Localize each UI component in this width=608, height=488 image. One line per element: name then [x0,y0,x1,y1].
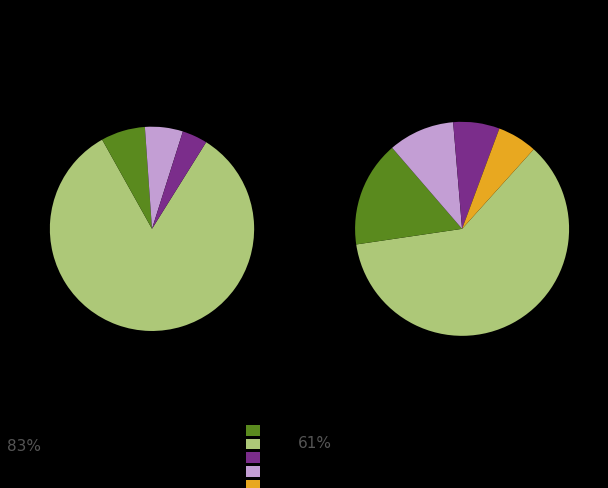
Wedge shape [145,127,183,229]
Wedge shape [152,132,206,229]
Wedge shape [50,141,254,331]
Wedge shape [462,129,534,229]
Wedge shape [355,148,462,245]
Wedge shape [453,122,499,229]
Text: 61%: 61% [298,435,332,450]
Wedge shape [102,128,152,229]
Wedge shape [356,150,569,336]
Wedge shape [392,123,462,229]
Text: 83%: 83% [7,439,41,453]
